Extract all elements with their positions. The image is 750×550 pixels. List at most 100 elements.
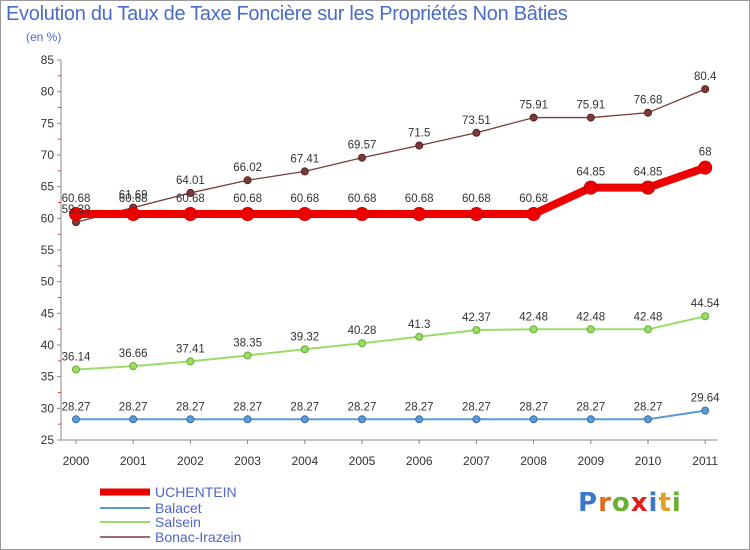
y-tick-label: 75 (41, 116, 55, 130)
data-point (300, 167, 309, 176)
data-point (186, 357, 195, 366)
data-point (183, 207, 198, 222)
data-label: 29.64 (691, 393, 720, 405)
data-label: 44.54 (691, 298, 720, 310)
data-point (300, 345, 309, 354)
data-label: 28.27 (119, 401, 148, 413)
data-point (72, 415, 80, 424)
data-point (586, 325, 595, 334)
logo-letter: i (671, 488, 682, 518)
data-label: 64.85 (634, 167, 663, 179)
data-point (526, 207, 541, 222)
data-point (72, 365, 80, 374)
data-label: 71.5 (408, 128, 430, 140)
data-point (644, 415, 652, 424)
data-label: 60.68 (119, 193, 148, 205)
y-tick-label: 45 (41, 306, 55, 320)
data-point (586, 415, 595, 424)
y-tick-label: 60 (41, 211, 55, 225)
x-tick-label: 2008 (520, 454, 547, 468)
data-label: 60.68 (176, 193, 205, 205)
data-point (529, 415, 538, 424)
data-label: 28.27 (176, 401, 205, 413)
data-point (644, 325, 652, 334)
data-point (358, 339, 366, 348)
data-point (240, 207, 255, 222)
logo-letter: o (611, 488, 631, 518)
chart-title: Evolution du Taux de Taxe Foncière sur l… (6, 3, 568, 25)
legend-item-balacet: Balacet (155, 500, 202, 516)
data-label: 80.4 (694, 71, 717, 83)
data-point (586, 113, 595, 122)
data-point (641, 180, 655, 195)
data-label: 64.01 (176, 175, 205, 187)
logo-letter: i (648, 488, 659, 518)
x-tick-label: 2003 (234, 454, 261, 468)
data-point (297, 207, 312, 222)
data-label: 28.27 (405, 401, 434, 413)
x-tick-label: 2007 (463, 454, 490, 468)
logo-letter: t (658, 488, 672, 518)
data-label: 42.48 (519, 311, 548, 323)
data-label: 60.68 (519, 193, 548, 205)
data-point (358, 415, 366, 424)
data-point (129, 362, 138, 371)
data-label: 60.68 (462, 193, 491, 205)
x-tick-label: 2010 (635, 454, 662, 468)
series-line-uchentein (76, 163, 707, 219)
data-point (129, 415, 138, 424)
data-label: 42.48 (634, 311, 663, 323)
x-tick-label: 2002 (177, 454, 204, 468)
data-point (415, 332, 424, 341)
data-label: 28.27 (290, 401, 319, 413)
data-point (583, 180, 598, 195)
data-point (472, 415, 481, 424)
data-label: 28.27 (462, 401, 491, 413)
data-point (469, 207, 484, 222)
data-point (186, 415, 195, 424)
data-label: 38.35 (233, 337, 262, 349)
series-line-bonac-irazein (75, 88, 706, 223)
data-label: 69.57 (348, 140, 377, 152)
data-label: 75.91 (519, 100, 548, 112)
data-label: 28.27 (634, 401, 663, 413)
data-label: 42.48 (576, 311, 605, 323)
y-tick-label: 65 (41, 180, 55, 194)
data-point (701, 312, 710, 321)
y-tick-label: 35 (41, 370, 55, 384)
data-label: 60.68 (405, 193, 434, 205)
unit-label: (en %) (26, 30, 62, 44)
data-point (415, 141, 424, 150)
data-point (186, 188, 195, 197)
legend-item-salsein: Salsein (155, 514, 201, 530)
data-label: 37.41 (176, 343, 205, 355)
data-label: 60.68 (348, 193, 377, 205)
data-label: 61.69 (119, 190, 148, 202)
logo-letter: x (630, 488, 649, 518)
data-label: 76.68 (634, 95, 663, 107)
data-label: 60.68 (290, 193, 319, 205)
data-point (69, 207, 83, 222)
data-label: 64.85 (576, 167, 605, 179)
proxiti-logo: Proxiti (578, 488, 682, 518)
data-label: 68 (699, 147, 712, 159)
legend-item-uchentein: UCHENTEIN (155, 484, 237, 500)
data-label: 41.3 (408, 319, 430, 331)
data-label: 59.39 (62, 204, 91, 216)
x-tick-label: 2009 (577, 454, 604, 468)
data-label: 42.37 (462, 312, 491, 324)
data-point (701, 85, 710, 94)
data-point (355, 207, 369, 222)
data-point (243, 415, 252, 424)
data-point (472, 325, 481, 334)
data-point (300, 415, 309, 424)
data-label: 60.68 (62, 193, 91, 205)
data-label: 73.51 (462, 115, 491, 127)
y-tick-label: 85 (41, 53, 55, 67)
data-label: 36.66 (119, 348, 148, 360)
data-label: 28.27 (233, 401, 262, 413)
y-tick-label: 70 (41, 148, 55, 162)
data-point (644, 108, 652, 117)
data-label: 67.41 (290, 153, 319, 165)
